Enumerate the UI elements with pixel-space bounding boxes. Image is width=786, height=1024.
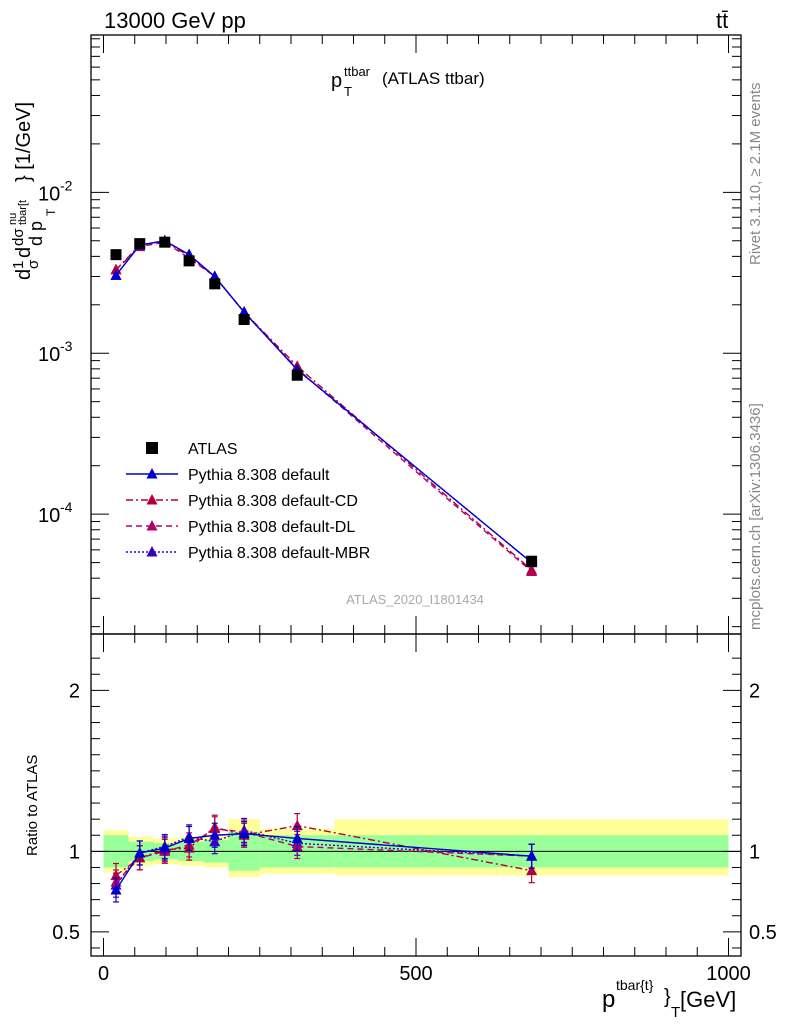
legend-marker bbox=[146, 442, 158, 454]
y-tick-exponent: -3 bbox=[60, 338, 73, 354]
plot-title-main: p bbox=[331, 70, 342, 92]
ratio-point bbox=[110, 883, 122, 895]
legend-marker bbox=[146, 468, 158, 479]
ratio-tick-label-left: 0.5 bbox=[52, 922, 80, 944]
series-line bbox=[115, 240, 533, 564]
ratio-tick-label-right: 2 bbox=[749, 680, 760, 702]
data-point bbox=[209, 278, 221, 290]
top-ylabel-T: T bbox=[44, 208, 58, 216]
top-ylabel-dp: d p bbox=[26, 221, 46, 246]
plot-title-rest: (ATLAS ttbar) bbox=[382, 69, 485, 88]
ratio-tick-label-left: 2 bbox=[69, 680, 80, 702]
x-axis-label-main: p bbox=[602, 986, 615, 1013]
top-ylabel-d1: d bbox=[13, 269, 35, 280]
ratio-ylabel: Ratio to ATLAS bbox=[24, 755, 41, 856]
y-tick-exponent: -2 bbox=[60, 177, 73, 193]
plot-title-sub: T bbox=[344, 84, 352, 99]
y-tick-label: 10 bbox=[38, 344, 60, 366]
bottom-frame bbox=[90, 633, 742, 957]
data-point bbox=[159, 236, 171, 248]
top-panel: 10-210-310-4 bbox=[38, 34, 742, 635]
top-ylabel: d 1 σ d dσ nu tbar[t d p T } [1/GeV] bbox=[7, 102, 58, 280]
ratio-panel: 0 500 1000 0.5 0.5 1 1 2 2 bbox=[52, 616, 777, 985]
top-ylabel-nu: nu bbox=[7, 213, 19, 225]
plot-title: p ttbar T (ATLAS ttbar) bbox=[331, 64, 485, 99]
ratio-point bbox=[526, 850, 538, 861]
ratio-point bbox=[526, 864, 538, 876]
ratio-line bbox=[115, 832, 532, 891]
data-point bbox=[183, 255, 195, 267]
legend-label: Pythia 8.308 default-CD bbox=[188, 493, 358, 510]
rivet-label: Rivet 3.1.10, ≥ 2.1M events bbox=[747, 83, 764, 266]
data-point bbox=[526, 555, 538, 567]
x-tick-label: 500 bbox=[399, 963, 432, 985]
series-line bbox=[115, 240, 533, 564]
legend-label: Pythia 8.308 default bbox=[188, 467, 330, 484]
ratio-point bbox=[291, 819, 303, 831]
data-point bbox=[238, 314, 250, 326]
series-point bbox=[110, 269, 122, 280]
top-ylabel-dsigma: dσ bbox=[10, 228, 27, 246]
legend-label: Pythia 8.308 default-MBR bbox=[188, 545, 370, 562]
data-point bbox=[291, 369, 303, 381]
top-ylabel-d2: d bbox=[13, 247, 35, 258]
ratio-tick-label-right: 0.5 bbox=[749, 922, 777, 944]
data-point bbox=[134, 238, 146, 250]
x-axis-label-T: T bbox=[671, 1004, 680, 1021]
legend: ATLAS Pythia 8.308 default Pythia 8.308 de… bbox=[126, 441, 370, 562]
series-line bbox=[115, 240, 533, 571]
plot-title-sup: ttbar bbox=[344, 64, 371, 79]
ratio-tick-label-left: 1 bbox=[69, 841, 80, 863]
legend-label: ATLAS bbox=[188, 441, 238, 458]
ratio-tick-label-right: 1 bbox=[749, 841, 760, 863]
energy-label: 13000 GeV pp bbox=[104, 8, 246, 33]
ratio-point bbox=[291, 832, 303, 843]
top-ylabel-rest: } [1/GeV] bbox=[13, 102, 35, 182]
series-point bbox=[526, 563, 538, 575]
legend-marker bbox=[146, 546, 158, 557]
x-axis-label-brace: } bbox=[664, 986, 671, 1008]
x-tick-label: 0 bbox=[98, 963, 109, 985]
ratio-point bbox=[183, 832, 195, 843]
ratio-point bbox=[238, 827, 250, 839]
y-tick-label: 10 bbox=[38, 183, 60, 205]
ratio-point bbox=[209, 829, 221, 840]
top-ylabel-tbar: tbar[t bbox=[17, 200, 29, 225]
mcplots-label: mcplots.cern.ch [arXiv:1306.3436] bbox=[747, 403, 764, 630]
x-axis-label-sup: tbar{t} bbox=[616, 977, 654, 993]
legend-marker bbox=[146, 494, 158, 505]
x-axis-label-unit: [GeV] bbox=[680, 987, 736, 1012]
data-point bbox=[110, 249, 122, 261]
ratio-point bbox=[110, 869, 122, 880]
process-label: tt̄ bbox=[716, 8, 728, 33]
top-ylabel-one: 1 bbox=[10, 261, 27, 269]
legend-marker bbox=[146, 520, 158, 531]
y-tick-label: 10 bbox=[38, 505, 60, 527]
x-tick-label: 1000 bbox=[706, 963, 751, 985]
analysis-watermark: ATLAS_2020_I1801434 bbox=[346, 592, 484, 607]
y-tick-exponent: -4 bbox=[60, 499, 73, 515]
top-ylabel-sigma: σ bbox=[25, 259, 42, 269]
ratio-point bbox=[134, 846, 146, 858]
legend-label: Pythia 8.308 default-DL bbox=[188, 519, 355, 536]
ratio-point bbox=[159, 842, 171, 853]
x-axis-label: p tbar{t} } T [GeV] bbox=[602, 977, 736, 1021]
